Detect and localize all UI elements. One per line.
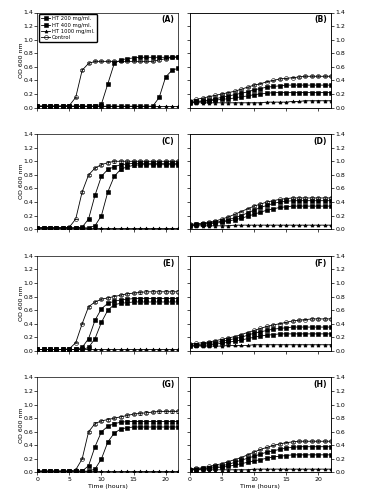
X-axis label: Time (hours): Time (hours) bbox=[241, 484, 280, 488]
Y-axis label: OD 600 nm: OD 600 nm bbox=[19, 286, 23, 321]
Y-axis label: OD 600 nm: OD 600 nm bbox=[19, 42, 23, 78]
Y-axis label: OD 600 nm: OD 600 nm bbox=[19, 407, 23, 443]
Text: (H): (H) bbox=[313, 380, 327, 390]
Y-axis label: OD 600 nm: OD 600 nm bbox=[19, 164, 23, 200]
Text: (F): (F) bbox=[315, 258, 327, 268]
Text: (D): (D) bbox=[314, 137, 327, 146]
Text: (E): (E) bbox=[162, 258, 174, 268]
Text: (B): (B) bbox=[314, 16, 327, 24]
Text: (G): (G) bbox=[161, 380, 174, 390]
X-axis label: Time (hours): Time (hours) bbox=[88, 484, 128, 488]
Legend: HT 200 mg/ml., HT 400 mg/ml., HT 1000 mg/ml., Control: HT 200 mg/ml., HT 400 mg/ml., HT 1000 mg… bbox=[39, 14, 97, 42]
Text: (A): (A) bbox=[161, 16, 174, 24]
Text: (C): (C) bbox=[161, 137, 174, 146]
